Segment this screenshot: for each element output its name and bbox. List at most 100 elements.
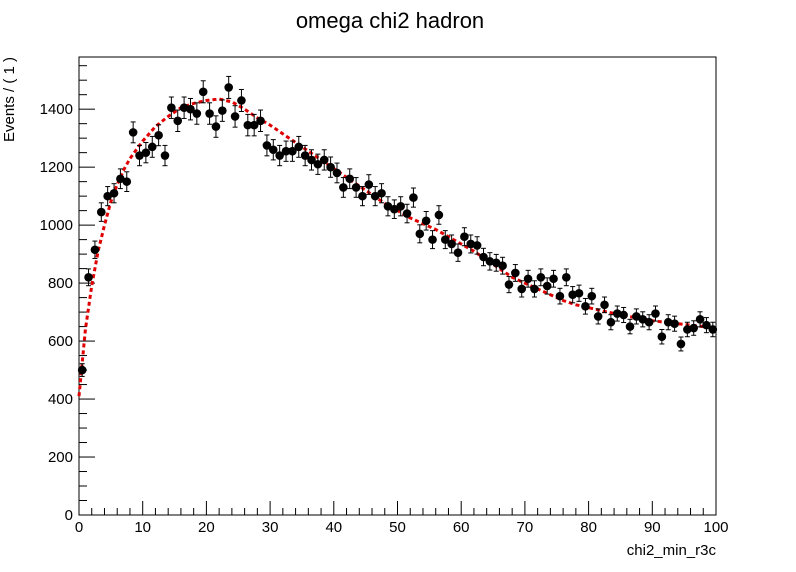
data-marker xyxy=(600,300,609,310)
data-marker xyxy=(84,273,93,282)
data-marker xyxy=(511,268,520,278)
data-marker xyxy=(268,145,278,155)
data-point xyxy=(396,196,405,217)
data-marker xyxy=(440,235,450,244)
data-point xyxy=(84,268,93,287)
data-point xyxy=(313,153,323,175)
data-point xyxy=(530,280,539,298)
data-point xyxy=(300,144,310,167)
y-axis-label: Events / ( 1 ) xyxy=(1,57,18,142)
data-marker xyxy=(523,274,533,284)
y-tick-label: 600 xyxy=(48,333,73,350)
data-marker xyxy=(167,103,176,113)
x-tick-label: 20 xyxy=(198,519,215,536)
data-point xyxy=(243,113,253,137)
data-point xyxy=(173,109,183,132)
data-marker xyxy=(415,229,425,239)
data-marker xyxy=(498,261,507,271)
data-marker xyxy=(708,325,718,334)
data-marker xyxy=(326,162,335,172)
data-point xyxy=(498,256,507,275)
data-point xyxy=(364,174,374,195)
data-marker xyxy=(619,310,628,320)
data-marker xyxy=(160,151,170,160)
x-tick-label: 0 xyxy=(75,519,83,536)
data-point xyxy=(593,308,603,325)
fit-curve xyxy=(77,97,717,397)
y-tick-label: 200 xyxy=(48,449,73,466)
x-tick-label: 100 xyxy=(703,519,728,536)
data-marker xyxy=(358,191,367,201)
data-point xyxy=(600,296,609,314)
data-marker xyxy=(281,146,291,156)
data-point xyxy=(511,264,520,282)
data-point xyxy=(434,205,444,225)
data-marker xyxy=(670,319,679,328)
data-point xyxy=(167,96,176,119)
x-tick-label: 40 xyxy=(325,519,342,536)
data-point xyxy=(708,321,718,338)
data-points xyxy=(77,75,718,377)
data-marker xyxy=(154,130,163,140)
data-marker xyxy=(689,323,699,333)
data-marker xyxy=(288,146,297,156)
data-point xyxy=(568,286,577,304)
data-marker xyxy=(702,320,711,330)
data-marker xyxy=(396,201,405,211)
data-marker xyxy=(428,235,437,244)
data-point xyxy=(523,269,533,288)
data-point xyxy=(122,171,132,193)
data-marker xyxy=(460,232,469,242)
data-point xyxy=(581,297,590,315)
data-point xyxy=(256,109,265,132)
data-point xyxy=(319,149,329,171)
data-point xyxy=(90,240,100,259)
data-marker xyxy=(275,151,284,160)
data-point xyxy=(307,149,316,171)
data-marker xyxy=(676,339,686,349)
data-point xyxy=(453,243,463,262)
data-point xyxy=(517,280,527,298)
data-marker xyxy=(517,284,527,294)
data-marker xyxy=(581,301,590,311)
data-point xyxy=(128,121,138,144)
data-point xyxy=(294,135,304,158)
data-point xyxy=(249,113,259,137)
data-marker xyxy=(587,291,597,301)
data-point xyxy=(345,168,355,190)
data-marker xyxy=(141,148,151,157)
data-marker xyxy=(300,151,310,160)
data-marker xyxy=(364,180,374,189)
data-point xyxy=(147,135,157,158)
data-point xyxy=(211,115,221,138)
data-point xyxy=(562,268,571,287)
data-point xyxy=(326,156,335,178)
data-point xyxy=(218,99,227,122)
data-marker xyxy=(218,106,227,115)
data-point xyxy=(409,187,418,208)
data-marker xyxy=(453,248,463,257)
y-tick-label: 0 xyxy=(65,507,73,524)
data-marker xyxy=(625,322,635,331)
data-marker xyxy=(345,174,355,184)
data-marker xyxy=(224,83,233,92)
data-point xyxy=(542,277,552,295)
data-marker xyxy=(192,109,202,118)
fit-curve-line xyxy=(77,97,717,397)
data-point xyxy=(479,247,488,267)
data-marker xyxy=(173,116,183,126)
data-marker xyxy=(122,177,132,186)
data-marker xyxy=(319,155,329,165)
data-point xyxy=(96,202,106,222)
data-point xyxy=(402,203,412,224)
x-axis: 0 10 20 30 40 50 60 70 80 90 100 xyxy=(75,501,729,536)
data-marker xyxy=(186,104,195,114)
data-point xyxy=(676,336,686,352)
data-marker xyxy=(307,155,316,165)
data-point xyxy=(237,88,246,112)
data-marker xyxy=(549,274,558,284)
data-point xyxy=(275,144,284,167)
data-point xyxy=(377,183,386,204)
data-marker xyxy=(409,193,418,202)
